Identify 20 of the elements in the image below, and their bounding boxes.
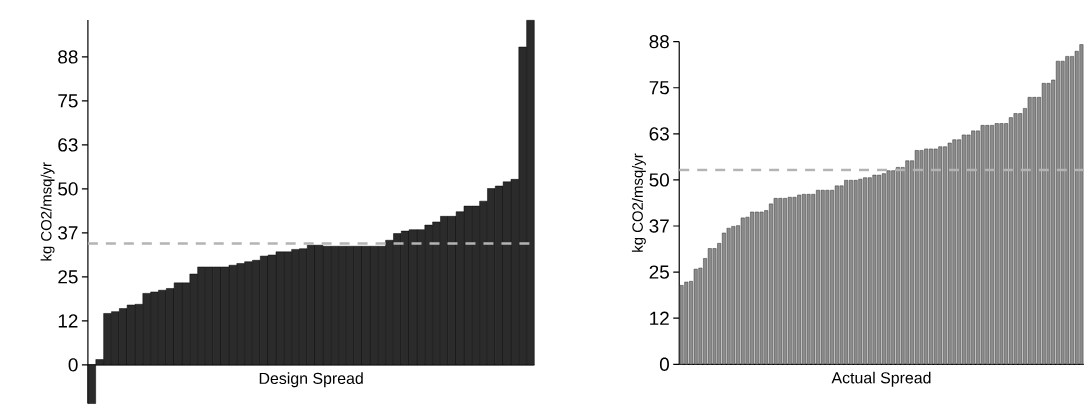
- y-tick-label: 12: [650, 311, 669, 326]
- y-tick-label: 88: [58, 50, 78, 64]
- x-axis-title: Design Spread: [259, 372, 363, 388]
- y-tick-label: 63: [58, 138, 78, 152]
- y-tick-label: 88: [649, 35, 669, 49]
- y-tick-label: 12: [58, 314, 78, 328]
- y-tick-label: 0: [68, 358, 78, 372]
- y-tick-label: 25: [649, 265, 669, 280]
- y-axis-title: kg CO2/msq/yr: [631, 153, 646, 252]
- y-tick-label: 25: [58, 270, 78, 284]
- y-tick-label: 63: [649, 127, 669, 141]
- y-tick-label: 75: [649, 81, 669, 95]
- y-tick-label: 50: [649, 173, 669, 187]
- y-tick-label: 50: [58, 182, 78, 196]
- y-tick-label: 37: [58, 226, 78, 240]
- x-axis-title: Actual Spread: [831, 372, 931, 387]
- y-axis-title: kg CO2/msq/yr: [40, 162, 55, 261]
- y-tick-label: 0: [659, 357, 669, 372]
- y-tick-label: 37: [649, 219, 669, 233]
- y-tick-label: 75: [58, 94, 78, 108]
